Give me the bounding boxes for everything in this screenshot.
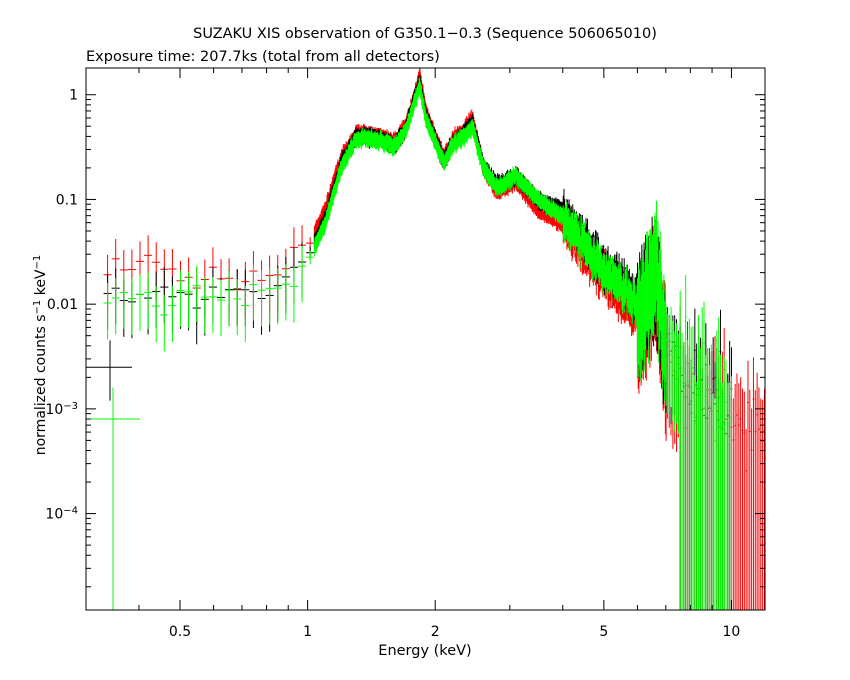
x-tick-label: 5 — [599, 624, 608, 640]
x-tick-label: 10 — [723, 624, 741, 640]
y-tick-base: 10 — [45, 507, 63, 523]
y-tick-base: 10 — [45, 402, 63, 418]
x-tick-label: 1 — [303, 624, 312, 640]
y-axis-label-sup1: −1 — [32, 300, 43, 315]
x-axis-label: Energy (keV) — [378, 643, 471, 659]
y-tick-exponent: −3 — [63, 400, 78, 411]
y-axis-label-mid: keV — [33, 269, 49, 300]
axis-ticks — [85, 68, 765, 610]
spectrum-series — [86, 74, 733, 610]
y-axis-label-sup2: −1 — [32, 255, 43, 270]
spectrum-series — [86, 77, 733, 610]
x-tick-label: 0.5 — [169, 624, 191, 640]
y-tick-label: 10−3 — [45, 400, 78, 418]
y-axis-label-base: normalized counts s — [33, 314, 49, 455]
y-tick-label: 0.1 — [56, 192, 78, 208]
chart-marks — [86, 68, 766, 610]
y-tick-label: 10−4 — [45, 505, 78, 523]
chart-subtitle: Exposure time: 207.7ks (total from all d… — [86, 49, 440, 65]
y-tick-label: 0.01 — [47, 297, 78, 313]
y-tick-label: 1 — [69, 88, 78, 104]
y-tick-exponent: −4 — [63, 505, 78, 516]
y-axis-label: normalized counts s−1 keV−1 — [32, 255, 50, 456]
chart-title: SUZAKU XIS observation of G350.1−0.3 (Se… — [193, 26, 657, 42]
plot-frame — [85, 67, 766, 611]
x-tick-label: 2 — [431, 624, 440, 640]
